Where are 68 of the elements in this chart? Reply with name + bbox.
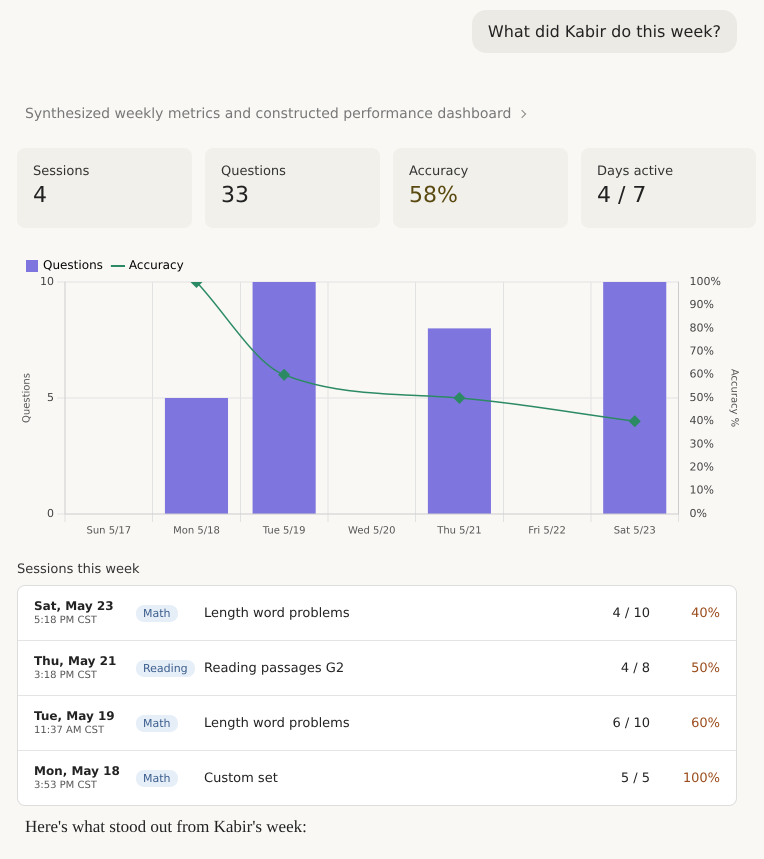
- bar: [164, 398, 228, 514]
- text: Length word problems: [204, 716, 350, 731]
- bar: [428, 328, 491, 514]
- y2-axis-title: Accuracy %: [728, 368, 740, 428]
- point: [454, 392, 466, 404]
- text: Days active: [597, 164, 674, 179]
- x-tick-label: Sun 5/17: [86, 526, 132, 537]
- y-tick-label: 0: [46, 506, 54, 520]
- y-axis-title: Questions: [22, 373, 33, 423]
- text: Here's what stood out from Kabir's week:: [25, 817, 307, 837]
- x-tick-label: Thu 5/21: [436, 526, 482, 537]
- y2-tick-label: 60%: [690, 368, 714, 381]
- text: 5:18 PM CST: [34, 615, 97, 626]
- y2-tick-label: 40%: [690, 414, 714, 428]
- y2-tick-label: 90%: [690, 298, 714, 312]
- x-tick-label: Tue 5/19: [262, 526, 306, 537]
- text: 4: [33, 183, 48, 208]
- text: Tue, May 19: [34, 709, 115, 723]
- bar: [252, 282, 316, 514]
- y2-tick-label: 50%: [690, 390, 714, 404]
- text: 33: [221, 183, 250, 208]
- y2-tick-label: 10%: [690, 484, 714, 497]
- x-tick-label: Mon 5/18: [173, 526, 220, 537]
- text: Sat, May 23: [34, 599, 114, 613]
- text: 5 / 5: [620, 771, 650, 786]
- bar: [603, 282, 666, 514]
- text: Accuracy: [409, 164, 470, 179]
- y2-tick-label: 0%: [690, 506, 708, 520]
- text: 58%: [409, 183, 459, 208]
- text: 3:53 PM CST: [34, 780, 97, 791]
- text: Reading: [136, 660, 195, 677]
- text: 6 / 10: [612, 716, 650, 731]
- y2-tick-label: 30%: [690, 437, 714, 450]
- y2-tick-label: 80%: [690, 321, 714, 334]
- text: Custom set: [204, 771, 278, 786]
- x-tick-label: Fri 5/22: [528, 526, 566, 537]
- y-tick-label: 10: [40, 274, 54, 288]
- y2-tick-label: 100%: [690, 274, 722, 288]
- text: Reading passages G2: [204, 661, 344, 676]
- text: What did Kabir do this week?: [472, 10, 737, 53]
- point: [628, 415, 640, 427]
- text: Thu, May 21: [34, 654, 116, 668]
- text: 60%: [691, 716, 720, 731]
- legend-label: Questions: [43, 258, 103, 272]
- text: Mon, May 18: [34, 764, 120, 778]
- y-tick-label: 5: [46, 390, 54, 404]
- text: 4 / 8: [620, 661, 650, 676]
- text: 3:18 PM CST: [34, 670, 97, 681]
- text: 4 / 10: [612, 606, 650, 621]
- text: Length word problems: [204, 606, 350, 621]
- text: Math: [136, 770, 178, 787]
- y2-tick-label: 70%: [690, 344, 714, 358]
- text: 4 / 7: [597, 183, 648, 208]
- text: Math: [136, 715, 178, 732]
- text: Sessions: [33, 164, 90, 179]
- text: 50%: [691, 661, 720, 676]
- x-tick-label: Sat 5/23: [614, 526, 656, 537]
- legend-label: Accuracy: [128, 258, 184, 272]
- text: Math: [136, 605, 178, 622]
- text: 11:37 AM CST: [34, 725, 104, 736]
- x-tick-label: Wed 5/20: [348, 526, 396, 537]
- text: Questions: [221, 164, 287, 179]
- text: 40%: [691, 606, 720, 621]
- y2-tick-label: 20%: [690, 460, 714, 474]
- text: 100%: [682, 771, 720, 786]
- text: Synthesized weekly metrics and constructed performance dashboard: [25, 106, 512, 122]
- point: [278, 369, 290, 381]
- text: Sessions this week: [17, 562, 140, 577]
